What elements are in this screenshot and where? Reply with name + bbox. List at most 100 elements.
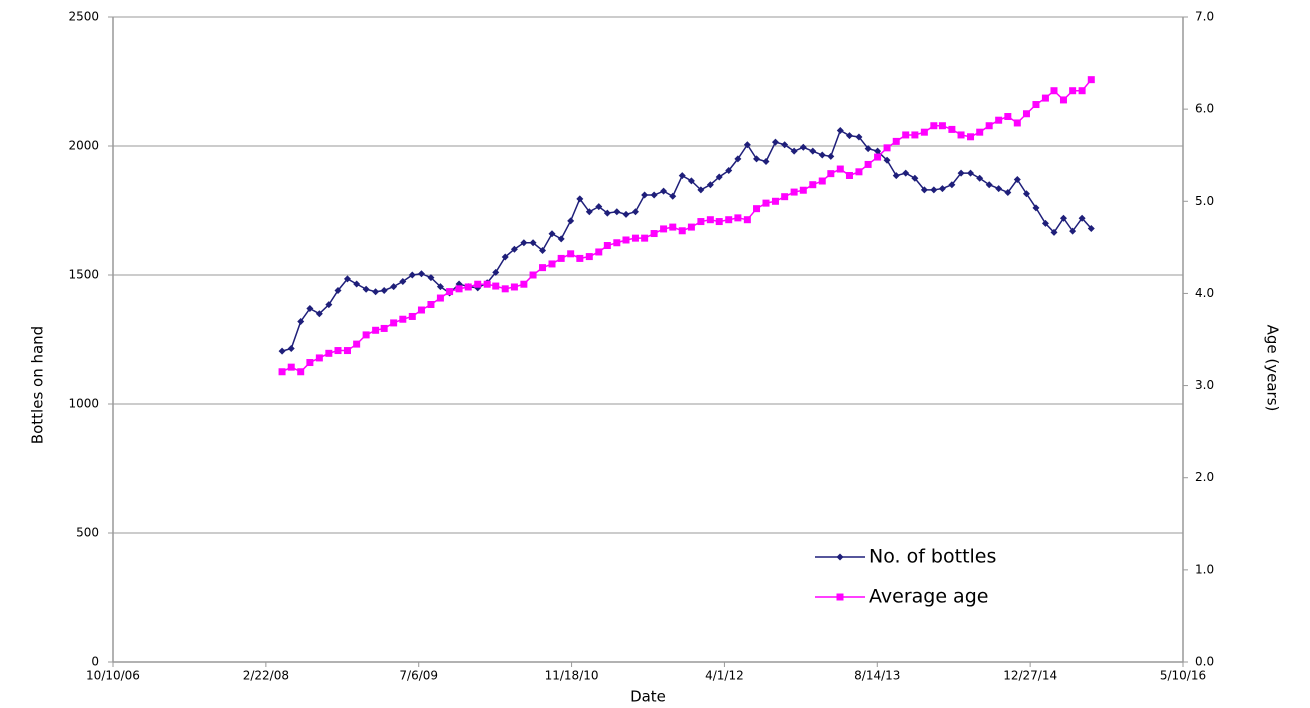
data-point <box>874 147 882 155</box>
y-tick-label: 0 <box>91 655 99 669</box>
data-point <box>557 235 565 243</box>
data-point <box>567 217 575 225</box>
data-point <box>930 122 938 130</box>
data-point <box>595 248 603 256</box>
data-point <box>1004 188 1012 196</box>
data-point <box>325 301 333 309</box>
data-point <box>697 186 705 194</box>
data-point <box>967 133 975 141</box>
data-point <box>1078 214 1086 222</box>
data-point <box>715 173 723 181</box>
data-point <box>715 218 723 226</box>
data-point <box>390 283 398 291</box>
data-point <box>920 186 928 194</box>
data-point <box>753 205 761 213</box>
data-point <box>603 242 611 250</box>
data-point <box>529 239 537 247</box>
data-point <box>576 254 584 262</box>
data-point <box>734 214 742 222</box>
data-point <box>343 347 351 355</box>
data-point <box>957 131 965 139</box>
data-point <box>622 210 630 218</box>
data-point <box>883 156 891 164</box>
data-point <box>539 264 547 272</box>
data-point <box>827 152 835 160</box>
data-point <box>1078 87 1086 95</box>
data-point <box>1004 113 1012 121</box>
data-point <box>855 168 863 176</box>
data-point <box>287 345 295 353</box>
data-point <box>436 283 444 291</box>
data-point <box>334 347 342 355</box>
data-point <box>1059 214 1067 222</box>
data-point <box>315 310 323 318</box>
data-point <box>399 315 407 323</box>
data-point <box>818 151 826 159</box>
x-axis-title: Date <box>630 688 666 706</box>
data-point <box>380 286 388 294</box>
y-tick-label: 1000 <box>68 397 99 411</box>
data-point <box>669 223 677 231</box>
series-line <box>281 79 1092 373</box>
data-point <box>548 230 556 238</box>
data-point <box>845 171 853 179</box>
data-point <box>492 282 500 290</box>
legend-marker <box>836 593 844 601</box>
data-point <box>325 349 333 357</box>
data-point <box>883 144 891 152</box>
data-point <box>1050 228 1058 236</box>
data-point <box>390 319 398 327</box>
data-point <box>725 167 733 175</box>
data-point <box>501 253 509 261</box>
data-point <box>1069 87 1077 95</box>
data-point <box>762 157 770 165</box>
data-point <box>613 208 621 216</box>
data-point <box>353 280 361 288</box>
data-point <box>995 185 1003 193</box>
y2-tick-label: 0.0 <box>1195 655 1214 669</box>
data-point <box>725 216 733 224</box>
data-point <box>315 354 323 362</box>
data-point <box>948 125 956 133</box>
data-point <box>995 116 1003 124</box>
data-point <box>501 285 509 293</box>
data-point <box>334 286 342 294</box>
data-point <box>809 181 817 189</box>
data-point <box>492 268 500 276</box>
y2-tick-label: 6.0 <box>1195 102 1214 116</box>
data-point <box>976 128 984 136</box>
data-point <box>399 277 407 285</box>
legend-marker <box>836 553 844 561</box>
data-point <box>603 209 611 217</box>
data-point <box>697 218 705 226</box>
data-point <box>1041 219 1049 227</box>
x-tick-label: 11/18/10 <box>545 669 599 683</box>
data-point <box>753 155 761 163</box>
data-point <box>631 208 639 216</box>
data-point <box>548 260 556 268</box>
x-tick-label: 8/14/13 <box>854 669 900 683</box>
data-point <box>864 145 872 153</box>
data-point <box>660 225 668 233</box>
data-point <box>790 147 798 155</box>
data-point <box>585 208 593 216</box>
data-point <box>650 191 658 199</box>
y-tick-label: 2500 <box>68 10 99 24</box>
data-point <box>483 280 491 288</box>
legend-label: No. of bottles <box>869 546 996 568</box>
data-point <box>734 155 742 163</box>
data-point <box>845 132 853 140</box>
data-point <box>613 239 621 247</box>
y2-tick-label: 1.0 <box>1195 562 1214 576</box>
data-point <box>622 236 630 244</box>
data-point <box>567 250 575 258</box>
data-point <box>948 181 956 189</box>
data-point <box>464 283 472 291</box>
x-tick-label: 10/10/06 <box>86 669 140 683</box>
data-point <box>976 174 984 182</box>
data-point <box>892 172 900 180</box>
legend-label: Average age <box>869 586 988 608</box>
data-point <box>576 195 584 203</box>
data-point <box>297 317 305 325</box>
